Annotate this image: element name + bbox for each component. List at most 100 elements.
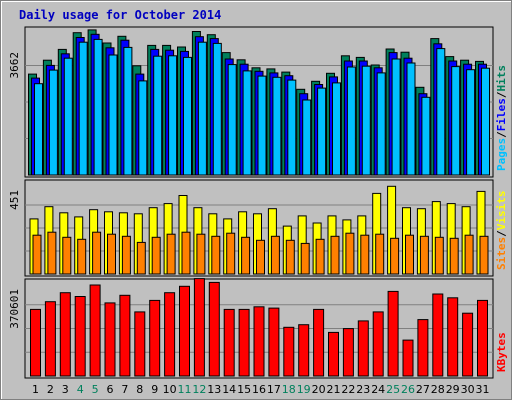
legend-kbytes: KBytes bbox=[495, 332, 508, 372]
x-label-day-14: 14 bbox=[222, 383, 236, 396]
bar-kbytes-day-27 bbox=[417, 319, 429, 377]
bar-pages-day-23 bbox=[361, 65, 371, 176]
x-label-day-1: 1 bbox=[32, 383, 39, 396]
x-label-day-9: 9 bbox=[151, 383, 158, 396]
bar-kbytes-day-3 bbox=[59, 292, 71, 377]
bar-kbytes-day-24 bbox=[372, 311, 384, 377]
bar-kbytes-day-18 bbox=[283, 326, 295, 377]
x-label-day-8: 8 bbox=[136, 383, 143, 396]
legend-separator: / bbox=[495, 230, 508, 237]
bar-kbytes-day-21 bbox=[328, 331, 339, 377]
bar-sites-day-27 bbox=[419, 235, 429, 275]
x-label-day-2: 2 bbox=[47, 383, 54, 396]
x-label-day-3: 3 bbox=[62, 383, 69, 396]
series-kbytes bbox=[30, 278, 488, 377]
x-label-day-11: 11 bbox=[178, 383, 192, 396]
bar-sites-day-16 bbox=[256, 239, 265, 275]
panel-top: 3662 Pages/Files/Hits bbox=[8, 26, 508, 178]
bar-pages-day-8 bbox=[138, 80, 148, 176]
bar-pages-day-15 bbox=[242, 70, 252, 176]
panel-top-max-label: 3662 bbox=[8, 52, 21, 79]
bar-kbytes-day-7 bbox=[119, 294, 131, 377]
bar-pages-day-6 bbox=[108, 54, 118, 176]
bar-sites-day-19 bbox=[300, 242, 310, 275]
legend-separator: / bbox=[495, 131, 508, 138]
legend-sites: Sites bbox=[495, 237, 508, 270]
bar-sites-day-11 bbox=[181, 231, 191, 275]
bar-pages-day-4 bbox=[78, 41, 88, 176]
bar-sites-day-29 bbox=[449, 237, 459, 275]
bar-sites-day-8 bbox=[136, 241, 146, 275]
bar-kbytes-day-6 bbox=[104, 302, 116, 377]
bar-kbytes-day-9 bbox=[149, 299, 161, 377]
x-label-day-17: 17 bbox=[267, 383, 281, 396]
legend-hits: Hits bbox=[495, 65, 508, 92]
bar-pages-day-12 bbox=[197, 41, 207, 176]
bar-kbytes-day-14 bbox=[223, 308, 235, 377]
x-label-day-5: 5 bbox=[92, 383, 99, 396]
bar-pages-day-16 bbox=[257, 75, 267, 176]
legend-separator: / bbox=[495, 91, 508, 98]
bar-pages-day-19 bbox=[302, 99, 312, 176]
bar-sites-day-21 bbox=[330, 235, 340, 275]
x-label-day-13: 13 bbox=[207, 383, 221, 396]
x-label-day-25: 25 bbox=[386, 383, 400, 396]
panel-middle: 451 Sites/Visits bbox=[8, 179, 508, 277]
bar-kbytes-day-23 bbox=[357, 320, 369, 377]
x-label-day-20: 20 bbox=[312, 383, 326, 396]
bar-pages-day-21 bbox=[332, 82, 341, 176]
bar-pages-day-30 bbox=[466, 69, 476, 176]
panel-top-legend: Pages/Files/Hits bbox=[495, 65, 508, 171]
bar-kbytes-day-16 bbox=[253, 306, 265, 377]
bar-sites-day-6 bbox=[107, 233, 116, 275]
bar-pages-day-24 bbox=[376, 72, 386, 176]
legend-visits: Visits bbox=[495, 191, 508, 231]
x-label-day-23: 23 bbox=[356, 383, 370, 396]
legend-pages: Pages bbox=[495, 138, 508, 171]
bar-sites-day-31 bbox=[479, 235, 489, 275]
x-label-day-6: 6 bbox=[107, 383, 114, 396]
series-sites bbox=[32, 231, 489, 275]
panel-bottom-max-label: 370601 bbox=[8, 289, 21, 329]
bar-kbytes-day-19 bbox=[298, 324, 310, 377]
x-label-day-18: 18 bbox=[282, 383, 296, 396]
bar-sites-day-1 bbox=[32, 234, 42, 275]
chart-title: Daily usage for October 2014 bbox=[19, 8, 221, 22]
x-label-day-19: 19 bbox=[297, 383, 311, 396]
bar-kbytes-day-1 bbox=[30, 308, 41, 377]
x-label-day-10: 10 bbox=[163, 383, 177, 396]
bar-sites-day-14 bbox=[226, 232, 236, 275]
bar-sites-day-25 bbox=[390, 237, 400, 275]
bar-sites-day-24 bbox=[375, 233, 385, 275]
bar-sites-day-5 bbox=[92, 231, 102, 275]
bar-kbytes-day-10 bbox=[164, 292, 176, 377]
bar-kbytes-day-8 bbox=[134, 311, 146, 377]
bar-pages-day-29 bbox=[451, 66, 461, 176]
bar-kbytes-day-4 bbox=[74, 296, 86, 377]
bar-sites-day-17 bbox=[270, 235, 280, 275]
bar-sites-day-20 bbox=[315, 238, 325, 275]
x-label-day-22: 22 bbox=[341, 383, 355, 396]
bar-pages-day-3 bbox=[63, 57, 73, 176]
x-label-day-29: 29 bbox=[446, 383, 460, 396]
bar-sites-day-23 bbox=[360, 234, 370, 275]
x-label-day-30: 30 bbox=[461, 383, 475, 396]
x-label-day-26: 26 bbox=[401, 383, 415, 396]
bar-kbytes-day-29 bbox=[447, 297, 459, 377]
bar-sites-day-10 bbox=[166, 233, 176, 275]
x-label-day-28: 28 bbox=[431, 383, 445, 396]
bar-pages-day-1 bbox=[34, 83, 43, 176]
x-label-day-16: 16 bbox=[252, 383, 266, 396]
x-label-day-15: 15 bbox=[237, 383, 251, 396]
panel-bottom-legend: KBytes bbox=[495, 332, 508, 372]
bar-sites-day-3 bbox=[62, 236, 72, 275]
bar-pages-day-22 bbox=[346, 66, 356, 176]
bar-kbytes-day-30 bbox=[462, 312, 474, 377]
series-pages bbox=[34, 38, 490, 176]
bar-kbytes-day-25 bbox=[387, 290, 399, 377]
x-label-day-24: 24 bbox=[371, 383, 385, 396]
bar-kbytes-day-11 bbox=[179, 285, 190, 377]
x-label-day-21: 21 bbox=[327, 383, 341, 396]
